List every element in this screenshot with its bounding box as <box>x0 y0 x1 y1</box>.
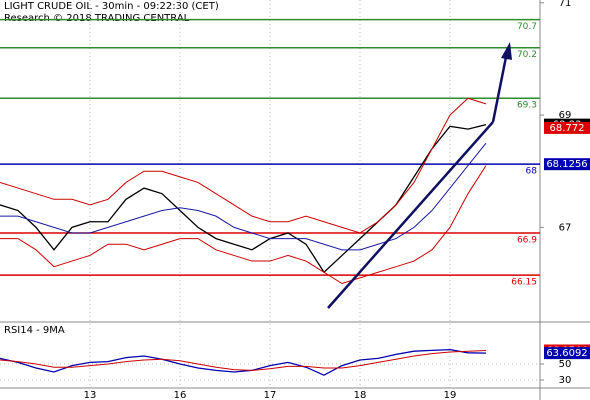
y-tick-label: 50 <box>559 359 572 370</box>
y-tick-label: 69 <box>559 110 572 121</box>
value-badge-label: 63.6092 <box>546 348 587 359</box>
series-line <box>0 124 487 274</box>
series-line <box>0 97 487 234</box>
series-line <box>0 349 487 371</box>
level-label: 66.9 <box>517 235 537 245</box>
level-label: 69.3 <box>517 101 537 111</box>
level-label: 68 <box>526 167 538 177</box>
y-tick-label: 67 <box>559 222 572 233</box>
value-badge <box>544 347 590 360</box>
x-tick-label: 13 <box>84 390 97 400</box>
arrow-head <box>501 42 512 60</box>
level-label: 70.7 <box>517 22 537 32</box>
level-label: 66.15 <box>511 278 537 288</box>
series-line <box>0 142 487 251</box>
x-tick-label: 17 <box>264 390 277 400</box>
value-badge <box>544 121 590 134</box>
x-tick-label: 19 <box>444 390 457 400</box>
x-tick-label: 16 <box>174 390 187 400</box>
x-tick-label: 18 <box>354 390 367 400</box>
trend-arrow <box>491 51 509 123</box>
chart-subtitle: Research © 2018 TRADING CENTRAL <box>4 13 190 24</box>
series-line <box>0 165 487 285</box>
series-line <box>0 348 487 376</box>
panel-title: RSI14 - 9MA <box>4 325 65 336</box>
y-tick-label: 30 <box>559 375 572 386</box>
value-badge <box>544 158 590 171</box>
value-badge-label: 68.1256 <box>546 159 587 170</box>
value-badge-label: 68.772 <box>550 123 585 134</box>
y-tick-label: 71 <box>559 0 572 9</box>
trend-line <box>327 121 494 309</box>
level-label: 70.2 <box>517 50 537 60</box>
chart-title: LIGHT CRUDE OIL - 30min - 09:22:30 (CET) <box>4 1 219 12</box>
